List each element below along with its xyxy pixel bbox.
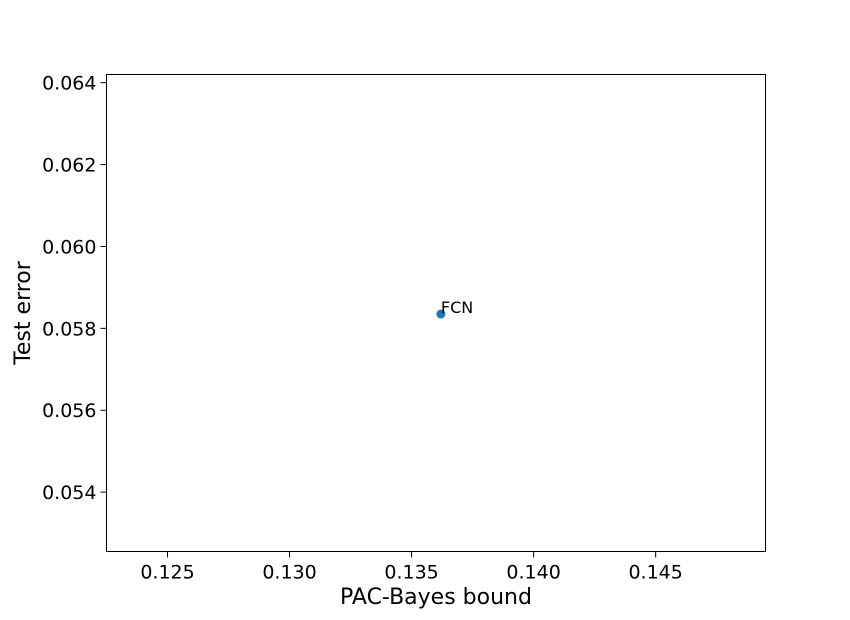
x-axis-label: PAC-Bayes bound bbox=[340, 585, 532, 610]
x-tick-label: 0.125 bbox=[140, 562, 194, 584]
point-label: FCN bbox=[441, 298, 473, 317]
x-tick-label: 0.130 bbox=[262, 562, 316, 584]
x-axis-ticks: 0.125 0.130 0.135 0.140 0.145 bbox=[140, 551, 683, 584]
scatter-point bbox=[436, 309, 446, 319]
x-tick-label: 0.145 bbox=[628, 562, 682, 584]
y-tick-label: 0.058 bbox=[42, 318, 96, 340]
data-points: FCN bbox=[436, 298, 473, 319]
plot-frame bbox=[106, 74, 766, 552]
y-axis-ticks: 0.054 0.056 0.058 0.060 0.062 0.064 bbox=[42, 73, 107, 504]
x-tick-label: 0.135 bbox=[384, 562, 438, 584]
y-tick-label: 0.062 bbox=[42, 155, 96, 177]
y-tick-label: 0.054 bbox=[42, 482, 96, 504]
y-tick-label: 0.064 bbox=[42, 73, 96, 95]
x-tick-label: 0.140 bbox=[506, 562, 560, 584]
y-tick-label: 0.056 bbox=[42, 400, 96, 422]
y-tick-label: 0.060 bbox=[42, 236, 96, 258]
y-axis-label: Test error bbox=[11, 260, 36, 366]
